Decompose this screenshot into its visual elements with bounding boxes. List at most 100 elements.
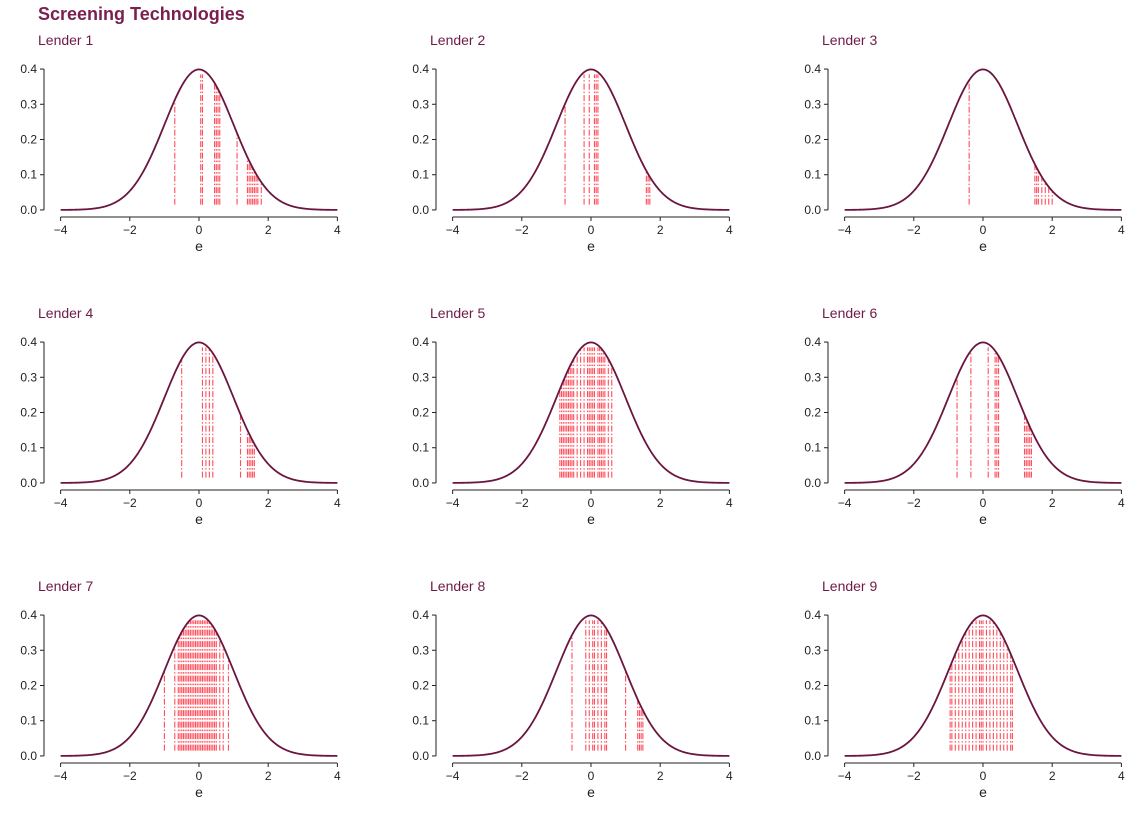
x-tick-label: −2: [123, 496, 137, 510]
facet-title: Lender 5: [430, 305, 486, 321]
y-tick-label: 0.0: [412, 476, 429, 490]
facet-panel: Lender 1 0.0 0.1 0.2 0.3 0.4 −4 −2 0 2 4 e: [4, 32, 364, 262]
y-tick-label: 0.2: [20, 679, 37, 693]
facet-title: Lender 7: [38, 578, 94, 594]
y-tick-label: 0.3: [20, 97, 37, 111]
x-tick-label: −4: [838, 496, 852, 510]
y-tick-label: 0.1: [20, 441, 37, 455]
y-tick-label: 0.1: [804, 441, 821, 455]
x-axis-label: e: [195, 784, 203, 800]
y-tick-label: 0.2: [412, 406, 429, 420]
x-tick-label: −4: [446, 223, 460, 237]
facet-panel: Lender 6 0.0 0.1 0.2 0.3 0.4 −4 −2 0 2 4 e: [788, 305, 1143, 535]
x-axis-label: e: [195, 238, 203, 254]
x-tick-label: −4: [446, 496, 460, 510]
facet-panel: Lender 5 0.0 0.1 0.2 0.3 0.4 −4 −2 0 2 4 e: [396, 305, 756, 535]
screening-lines: [559, 347, 613, 478]
x-tick-label: 2: [657, 496, 664, 510]
y-tick-label: 0.4: [412, 335, 429, 349]
facet-panel: Lender 4 0.0 0.1 0.2 0.3 0.4 −4 −2 0 2 4 e: [4, 305, 364, 535]
facet-title: Lender 1: [38, 32, 94, 48]
y-tick-label: 0.2: [804, 406, 821, 420]
density-curve: [452, 614, 730, 757]
x-tick-label: −2: [515, 496, 529, 510]
y-tick-label: 0.3: [412, 643, 429, 657]
screening-lines: [163, 620, 229, 751]
density-curve: [60, 68, 338, 211]
x-tick-label: 0: [196, 496, 203, 510]
density-curve: [844, 341, 1122, 484]
y-tick-label: 0.1: [804, 714, 821, 728]
y-tick-label: 0.1: [20, 714, 37, 728]
facet-panel: Lender 7 0.0 0.1 0.2 0.3 0.4 −4 −2 0 2 4 e: [4, 578, 364, 808]
x-tick-label: −4: [54, 769, 68, 783]
facet-panel: Lender 9 0.0 0.1 0.2 0.3 0.4 −4 −2 0 2 4 e: [788, 578, 1143, 808]
x-axis-label: e: [195, 511, 203, 527]
density-curve: [844, 68, 1122, 211]
screening-lines: [571, 620, 644, 751]
y-tick-label: 0.4: [20, 608, 37, 622]
x-tick-label: 0: [980, 769, 987, 783]
y-tick-label: 0.1: [20, 168, 37, 182]
x-tick-label: −2: [123, 223, 137, 237]
y-tick-label: 0.0: [412, 749, 429, 763]
y-tick-label: 0.2: [804, 133, 821, 147]
density-curve: [452, 68, 730, 211]
screening-lines: [181, 347, 255, 478]
x-tick-label: −4: [446, 769, 460, 783]
x-tick-label: 2: [265, 496, 272, 510]
x-axis-label: e: [979, 784, 987, 800]
y-tick-label: 0.4: [804, 335, 821, 349]
y-tick-label: 0.2: [412, 133, 429, 147]
density-curve: [844, 614, 1122, 757]
x-tick-label: −2: [515, 769, 529, 783]
y-tick-label: 0.0: [20, 476, 37, 490]
x-tick-label: −2: [123, 769, 137, 783]
facet-plot: 0.0 0.1 0.2 0.3 0.4 −4 −2 0 2 4 e: [412, 335, 733, 527]
x-axis-label: e: [979, 511, 987, 527]
y-tick-label: 0.4: [804, 608, 821, 622]
x-tick-label: 4: [334, 769, 341, 783]
x-tick-label: 0: [196, 223, 203, 237]
x-tick-label: 4: [334, 496, 341, 510]
x-tick-label: 4: [1118, 223, 1125, 237]
x-tick-label: 2: [1049, 496, 1056, 510]
y-tick-label: 0.3: [20, 643, 37, 657]
x-tick-label: 0: [196, 769, 203, 783]
x-tick-label: −2: [907, 223, 921, 237]
y-tick-label: 0.3: [20, 370, 37, 384]
x-tick-label: 4: [334, 223, 341, 237]
x-tick-label: 2: [1049, 769, 1056, 783]
facet-title: Lender 4: [38, 305, 94, 321]
chart-title: Screening Technologies: [38, 4, 245, 24]
x-tick-label: 2: [657, 223, 664, 237]
x-tick-label: 0: [980, 496, 987, 510]
y-tick-label: 0.3: [804, 97, 821, 111]
screening-lines: [968, 80, 1053, 205]
x-tick-label: 2: [265, 223, 272, 237]
y-tick-label: 0.2: [20, 133, 37, 147]
x-tick-label: −4: [838, 223, 852, 237]
x-tick-label: 4: [1118, 496, 1125, 510]
y-tick-label: 0.1: [804, 168, 821, 182]
facet-plot: 0.0 0.1 0.2 0.3 0.4 −4 −2 0 2 4 e: [412, 608, 733, 800]
y-tick-label: 0.0: [20, 749, 37, 763]
screening-lines: [564, 74, 651, 205]
screening-lines: [949, 620, 1013, 751]
x-tick-label: 2: [1049, 223, 1056, 237]
density-curve: [60, 614, 338, 757]
facet-plot: 0.0 0.1 0.2 0.3 0.4 −4 −2 0 2 4 e: [20, 62, 341, 254]
x-tick-label: 0: [588, 496, 595, 510]
x-tick-label: −2: [515, 223, 529, 237]
y-tick-label: 0.4: [20, 335, 37, 349]
x-tick-label: −4: [54, 496, 68, 510]
y-tick-label: 0.2: [20, 406, 37, 420]
y-tick-label: 0.2: [412, 679, 429, 693]
x-axis-label: e: [587, 784, 595, 800]
x-tick-label: −2: [907, 769, 921, 783]
x-tick-label: 4: [726, 496, 733, 510]
facet-plot: 0.0 0.1 0.2 0.3 0.4 −4 −2 0 2 4 e: [804, 335, 1125, 527]
x-tick-label: 4: [1118, 769, 1125, 783]
x-axis-label: e: [979, 238, 987, 254]
facet-title: Lender 9: [822, 578, 878, 594]
